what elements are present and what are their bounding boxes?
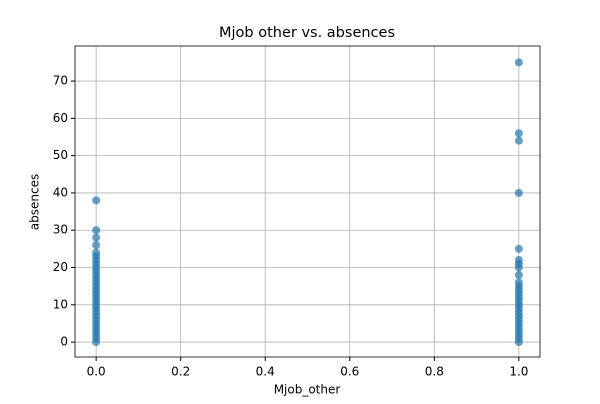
x-tick-label: 0.8 [425, 365, 444, 379]
plot-frame [74, 45, 541, 358]
x-tick-label: 0.6 [340, 365, 359, 379]
point [514, 188, 523, 197]
y-tick-label: 10 [53, 297, 68, 311]
point [514, 136, 523, 145]
y-tick-label: 50 [53, 148, 68, 162]
y-tick-label: 20 [53, 260, 68, 274]
point [92, 196, 101, 205]
x-axis-label: Mjob_other [274, 383, 341, 397]
point [92, 233, 101, 242]
y-tick-label: 0 [60, 335, 68, 349]
y-tick-label: 60 [53, 111, 68, 125]
x-tick-label: 0.0 [87, 365, 106, 379]
x-tick-label: 1.0 [509, 365, 528, 379]
point [514, 278, 523, 287]
chart-title: Mjob other vs. absences [219, 25, 395, 41]
point [92, 248, 101, 257]
y-tick-label: 40 [53, 185, 68, 199]
x-tick-label: 0.2 [171, 365, 190, 379]
point [92, 226, 101, 235]
point [514, 270, 523, 279]
y-tick-label: 30 [53, 223, 68, 237]
point [92, 241, 101, 250]
point [514, 256, 523, 265]
point [514, 244, 523, 253]
point [514, 58, 523, 67]
y-axis-label: absences [28, 174, 42, 230]
y-tick-label: 70 [53, 74, 68, 88]
x-tick-label: 0.4 [256, 365, 275, 379]
point [514, 129, 523, 138]
